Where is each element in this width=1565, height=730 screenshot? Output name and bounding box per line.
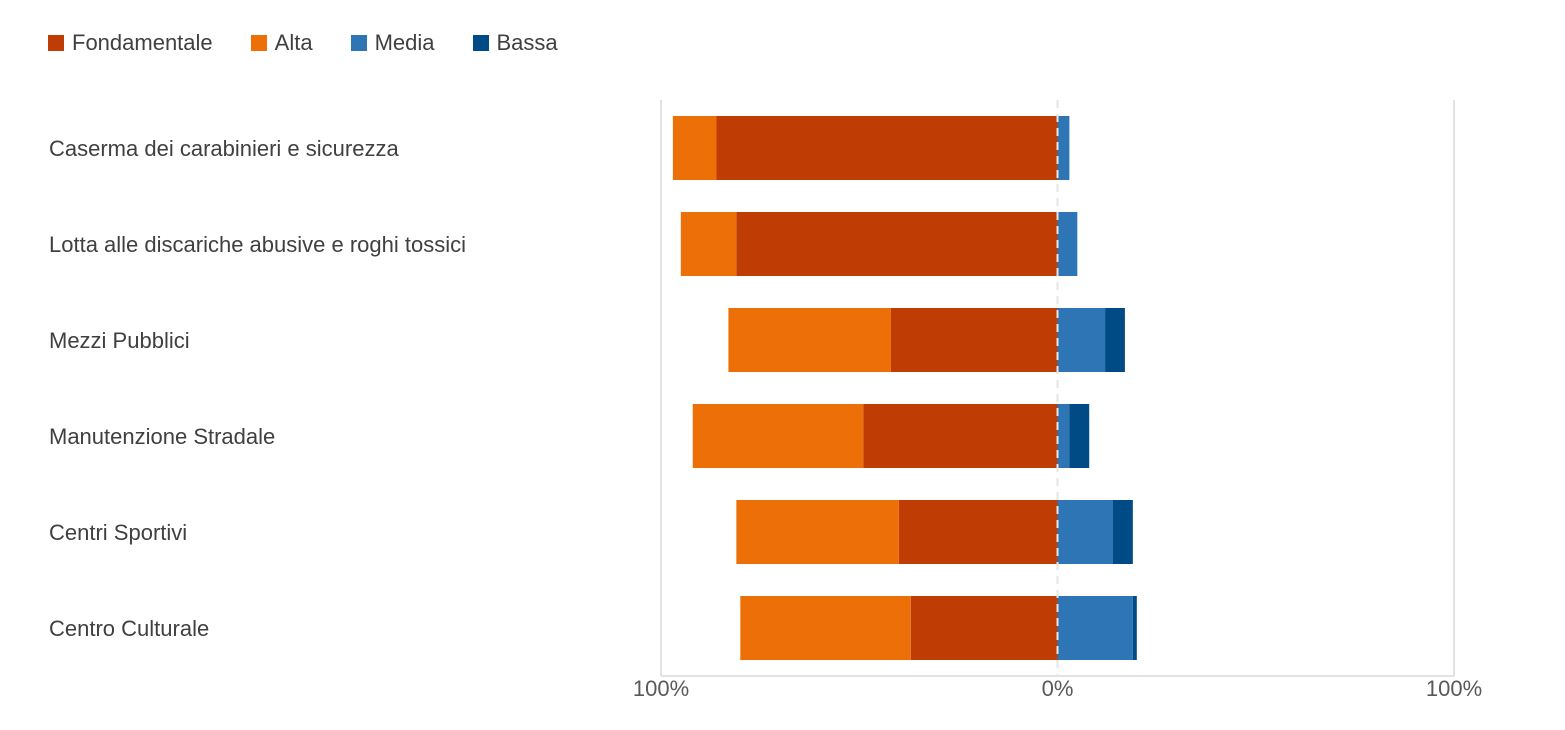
bar-5-series-3 — [1132, 596, 1137, 660]
bar-3-series-2 — [1057, 404, 1070, 468]
legend-item-3: Bassa — [472, 30, 558, 56]
category-label-0: Caserma dei carabinieri e sicurezza — [49, 136, 399, 161]
bar-0-series-0 — [716, 116, 1058, 180]
category-label-2: Mezzi Pubblici — [49, 328, 190, 353]
bar-1-series-0 — [736, 212, 1058, 276]
category-label-5: Centro Culturale — [49, 616, 209, 641]
bar-3-series-3 — [1069, 404, 1090, 468]
bar-2-series-2 — [1057, 308, 1106, 372]
x-tick-label-2: 100% — [1426, 676, 1482, 701]
bar-4-series-1 — [736, 500, 899, 564]
legend-label-1: Alta — [274, 30, 313, 55]
category-label-1: Lotta alle discariche abusive e roghi to… — [49, 232, 466, 257]
legend-item-0: Fondamentale — [48, 30, 213, 56]
legend-label-3: Bassa — [496, 30, 558, 55]
category-label-4: Centri Sportivi — [49, 520, 187, 545]
bar-1-series-1 — [680, 212, 737, 276]
bar-5-series-2 — [1057, 596, 1133, 660]
bar-4-series-2 — [1057, 500, 1114, 564]
category-label-3: Manutenzione Stradale — [49, 424, 275, 449]
x-tick-label-1: 0% — [1042, 676, 1074, 701]
bar-2-series-1 — [728, 308, 891, 372]
bar-4-series-3 — [1113, 500, 1133, 564]
legend-swatch-2 — [350, 35, 367, 51]
bar-4-series-0 — [898, 500, 1058, 564]
x-tick-label-0: 100% — [633, 676, 689, 701]
legend-swatch-0 — [48, 35, 64, 51]
bar-1-series-2 — [1057, 212, 1078, 276]
legend-swatch-1 — [250, 35, 267, 51]
legend-label-2: Media — [374, 30, 435, 55]
legend-label-0: Fondamentale — [72, 30, 213, 55]
bar-5-series-0 — [910, 596, 1058, 660]
bar-0-series-1 — [672, 116, 717, 180]
legend-item-2: Media — [350, 30, 435, 56]
bar-5-series-1 — [740, 596, 911, 660]
bar-0-series-2 — [1057, 116, 1070, 180]
legend-item-1: Alta — [250, 30, 313, 56]
bar-3-series-1 — [692, 404, 864, 468]
chart-legend: Fondamentale Alta Media Bassa — [48, 30, 596, 56]
bar-2-series-0 — [890, 308, 1058, 372]
bar-2-series-3 — [1105, 308, 1125, 372]
legend-swatch-3 — [472, 35, 489, 51]
bar-3-series-0 — [863, 404, 1058, 468]
